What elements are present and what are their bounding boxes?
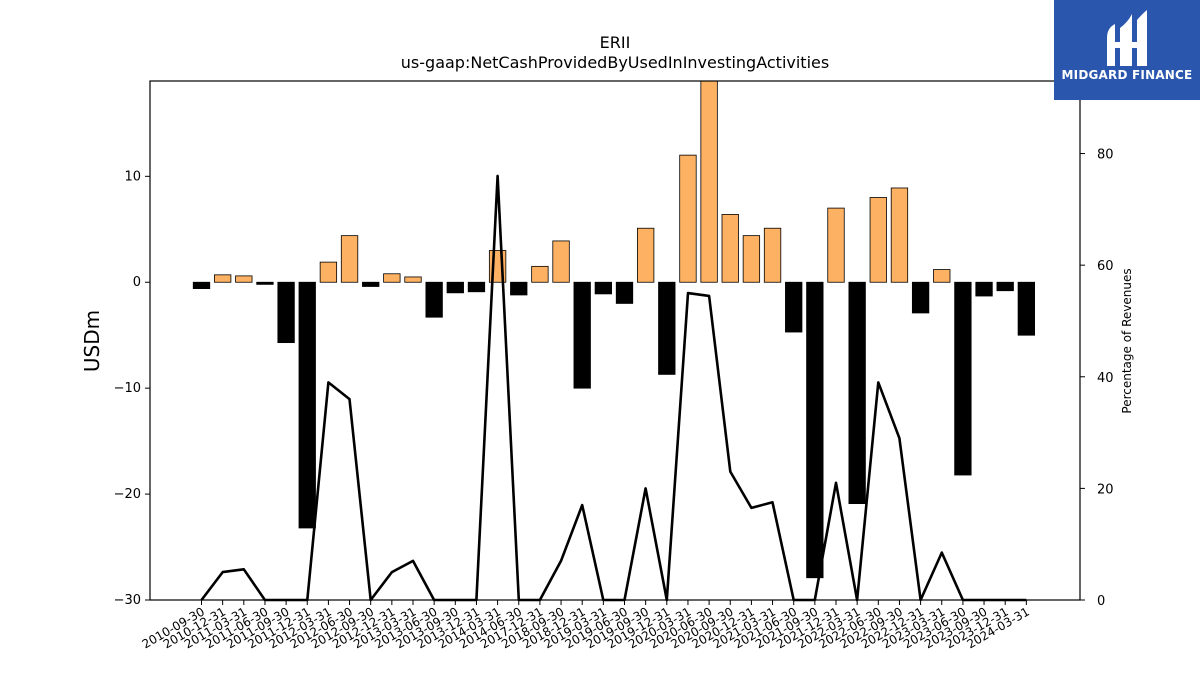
bar-2018-09-30 [552, 240, 570, 283]
bar-2020-06-30 [700, 80, 718, 283]
bar-2010-09-30 [192, 281, 211, 290]
y-axis-right: 0 20 40 60 80 [1080, 148, 1114, 609]
bar-2011-09-30 [277, 281, 295, 344]
y-tick-label: −10 [114, 381, 141, 396]
bar-2018-12-31 [573, 281, 591, 389]
y2-axis-label: Percentage of Revenues [1120, 268, 1134, 413]
bar-2012-12-31 [383, 273, 401, 283]
y2-tick-label: 80 [1097, 148, 1114, 163]
bar-2022-09-30 [890, 187, 909, 283]
y-tick-label: −30 [114, 593, 141, 608]
bar-2019-06-30 [615, 281, 634, 304]
bar-2021-12-31 [827, 207, 845, 283]
plot-frame [149, 80, 1081, 601]
y-axis-label: USDm [80, 310, 104, 372]
bar-2021-09-30 [806, 281, 824, 579]
bar-2011-03-31 [235, 275, 253, 283]
y-axis-left: −30 −20 −10 0 10 [114, 169, 150, 608]
bar-2021-06-30 [785, 281, 803, 333]
bar-2020-09-30 [721, 214, 739, 283]
bar-2013-09-30 [446, 281, 464, 294]
bar-2024-03-31 [1017, 281, 1035, 336]
bar-2023-12-31 [996, 281, 1014, 292]
bar-2021-03-31 [763, 227, 782, 283]
bar-2012-06-30 [340, 235, 359, 283]
bar-2013-06-30 [425, 281, 443, 318]
y-tick-label: 0 [133, 275, 141, 290]
bar-2022-06-30 [869, 197, 887, 283]
bar-2019-12-31 [658, 281, 676, 375]
brand-logo: MIDGARD FINANCE [1054, 0, 1200, 100]
bar-2022-03-31 [848, 281, 866, 505]
bar-2023-09-30 [975, 281, 993, 297]
bar-2011-06-30 [256, 281, 274, 285]
y2-tick-label: 60 [1097, 259, 1114, 274]
bar-2020-12-31 [742, 235, 761, 283]
y-tick-label: 10 [124, 169, 141, 184]
bar-2020-03-31 [679, 154, 697, 283]
bar-2023-03-31 [933, 269, 951, 283]
bar-2013-12-31 [467, 281, 486, 293]
y-tick-label: −20 [114, 487, 141, 502]
bar-2013-03-31 [404, 276, 422, 283]
y2-tick-label: 40 [1097, 371, 1114, 386]
bar-2017-12-31 [531, 265, 549, 283]
bar-2023-06-30 [954, 281, 972, 476]
bar-2012-09-30 [362, 281, 380, 287]
x-axis: 2010-09-302010-12-312011-03-312011-06-30… [140, 600, 1032, 651]
bar-2012-03-31 [319, 261, 338, 283]
logo-text: MIDGARD FINANCE [1061, 68, 1193, 82]
y2-tick-label: 0 [1097, 594, 1105, 609]
chart-subtitle: us-gaap:NetCashProvidedByUsedInInvesting… [401, 53, 829, 72]
y2-tick-label: 20 [1097, 482, 1114, 497]
logo-mark-icon [1107, 10, 1147, 66]
bar-2010-12-31 [213, 274, 232, 283]
bar-2019-03-31 [594, 281, 612, 295]
bar-2019-09-30 [637, 227, 655, 283]
bar-2022-12-31 [911, 281, 930, 314]
bar-2011-12-31 [298, 281, 316, 529]
bar-2014-06-30 [510, 281, 528, 296]
chart-title: ERII [600, 33, 631, 52]
bar-series [192, 80, 1035, 579]
